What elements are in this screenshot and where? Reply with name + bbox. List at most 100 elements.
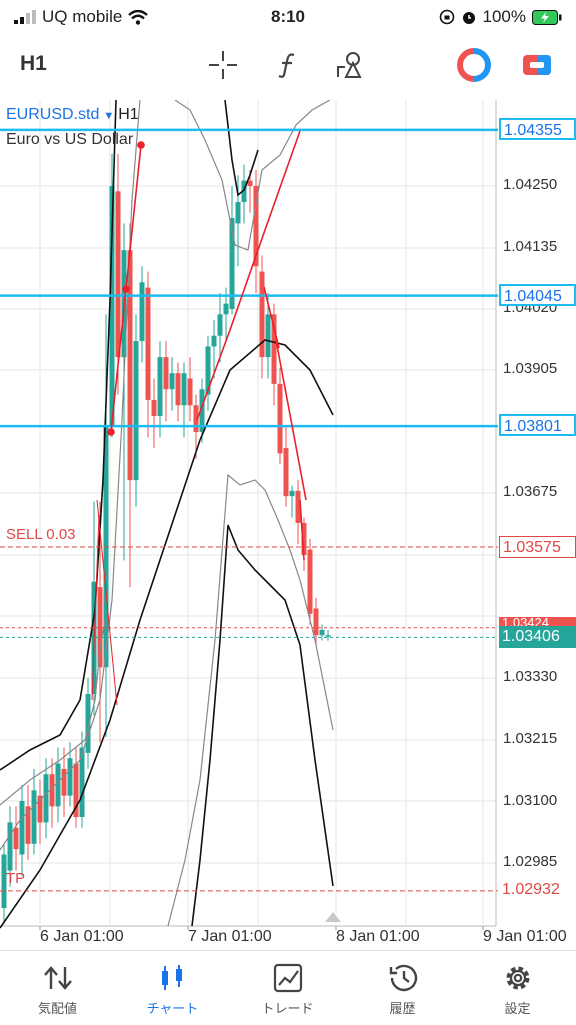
bollinger-lower-line	[0, 619, 106, 806]
trend-line	[275, 339, 307, 501]
envelope-upper-line	[224, 100, 259, 197]
time-label: 9 Jan 01:00	[483, 928, 567, 945]
tp-label[interactable]: TP	[6, 870, 26, 887]
status-left: UQ mobile	[14, 7, 149, 27]
candle-body	[295, 490, 301, 523]
price-tick: 1.03675	[503, 483, 558, 500]
price-chart[interactable]	[0, 100, 576, 930]
trend-point-marker	[137, 141, 145, 149]
trend-line	[91, 514, 100, 701]
orientation-lock-icon	[439, 9, 454, 25]
trend-line	[196, 130, 301, 421]
candle-body	[97, 587, 103, 668]
crosshair-icon	[209, 51, 237, 79]
moving-average-line	[0, 339, 334, 929]
candle-body	[307, 549, 313, 614]
candle-body	[223, 303, 229, 315]
price-levels	[0, 128, 498, 892]
bollinger-lower-line	[167, 473, 334, 927]
tab-trade[interactable]: トレード	[230, 961, 345, 1017]
sell-price-tag[interactable]: 1.03575	[499, 536, 576, 558]
alarm-icon	[462, 12, 475, 24]
candle-body	[277, 383, 283, 454]
candle-body	[43, 774, 49, 823]
indicator-f-icon	[278, 53, 295, 78]
history-icon	[389, 964, 417, 992]
tab-label: チャート	[146, 1001, 199, 1016]
candle-body	[67, 758, 73, 796]
timeframe-button[interactable]: H1	[20, 52, 47, 75]
candle-body	[7, 822, 13, 871]
candle-body	[175, 373, 181, 406]
price-tick: 1.03905	[503, 360, 558, 377]
candle-body	[169, 373, 175, 390]
candle-body	[217, 314, 223, 336]
trade-icon	[273, 963, 302, 993]
candle-body	[31, 790, 37, 844]
sell-order-label[interactable]: SELL 0.03	[6, 526, 76, 543]
candle-body	[187, 378, 193, 406]
indicator-overlays	[0, 100, 334, 929]
candle-body	[13, 827, 19, 850]
candle-body	[241, 180, 247, 203]
candle-body	[325, 635, 331, 637]
envelope-lower-line	[191, 524, 334, 927]
carrier-name: UQ mobile	[42, 7, 123, 26]
one-click-trading-button[interactable]	[456, 48, 492, 82]
tab-quotes[interactable]: 気配値	[0, 961, 115, 1017]
candle-body	[133, 341, 139, 481]
tab-label: 設定	[504, 1001, 531, 1016]
candle-body	[109, 186, 115, 427]
level-price-tag[interactable]: 1.04355	[499, 118, 576, 140]
level-price-tag[interactable]: 1.03801	[499, 414, 576, 436]
chart-timeframe: H1	[118, 106, 139, 123]
chart-description: Euro vs US Dollar	[6, 131, 134, 148]
price-tick: 1.04250	[503, 176, 558, 193]
chart-shift-marker	[325, 912, 341, 922]
candle-body	[301, 522, 307, 555]
candle-body	[73, 763, 79, 818]
candle-body	[265, 314, 271, 358]
candle-body	[181, 373, 187, 406]
candle-body	[247, 180, 253, 186]
bid-price-tag: 1.03406	[499, 626, 576, 648]
candle-body	[283, 448, 289, 497]
candle-body	[55, 763, 61, 807]
chart-symbol-header[interactable]: EURUSD.std ▼ H1	[6, 106, 139, 124]
quick-trade-button[interactable]	[519, 48, 555, 82]
bottom-tab-bar: 気配値 チャート トレード 履歴 設定	[0, 950, 576, 1025]
tab-history[interactable]: 履歴	[345, 961, 460, 1017]
indicators-button[interactable]	[270, 48, 306, 82]
time-label: 8 Jan 01:00	[336, 928, 420, 945]
tab-chart[interactable]: チャート	[115, 961, 230, 1017]
trend-line	[96, 499, 118, 706]
trend-point-marker	[107, 428, 115, 436]
candle-body	[19, 801, 25, 855]
battery-charging-icon	[532, 9, 562, 25]
candle-body	[49, 774, 55, 807]
candle-body	[319, 629, 325, 636]
tab-label: 気配値	[37, 1001, 77, 1016]
trend-line	[263, 286, 280, 349]
level-price-tag[interactable]: 1.04045	[499, 284, 576, 306]
trend-markers	[91, 130, 341, 922]
candle-body	[139, 282, 145, 342]
symbol-dropdown-icon[interactable]: ▼	[103, 110, 115, 122]
candle-body	[25, 806, 31, 844]
candle-body	[205, 346, 211, 395]
candle-body	[151, 399, 157, 416]
chart-symbol[interactable]: EURUSD.std	[6, 106, 100, 123]
battery-percent: 100%	[482, 7, 526, 26]
envelope-upper-line	[0, 100, 117, 771]
one-click-trading-icon	[457, 48, 491, 82]
tab-settings[interactable]: 設定	[460, 961, 575, 1017]
crosshair-button[interactable]	[205, 48, 241, 82]
objects-button[interactable]	[333, 48, 369, 82]
candle-body	[115, 191, 121, 358]
tp-price-tag[interactable]: 1.02932	[499, 879, 576, 901]
candle-body	[85, 694, 91, 753]
chart-icon	[161, 965, 182, 990]
candle-body	[163, 357, 169, 390]
tab-label: トレード	[261, 1001, 314, 1016]
status-time: 8:10	[270, 7, 306, 26]
